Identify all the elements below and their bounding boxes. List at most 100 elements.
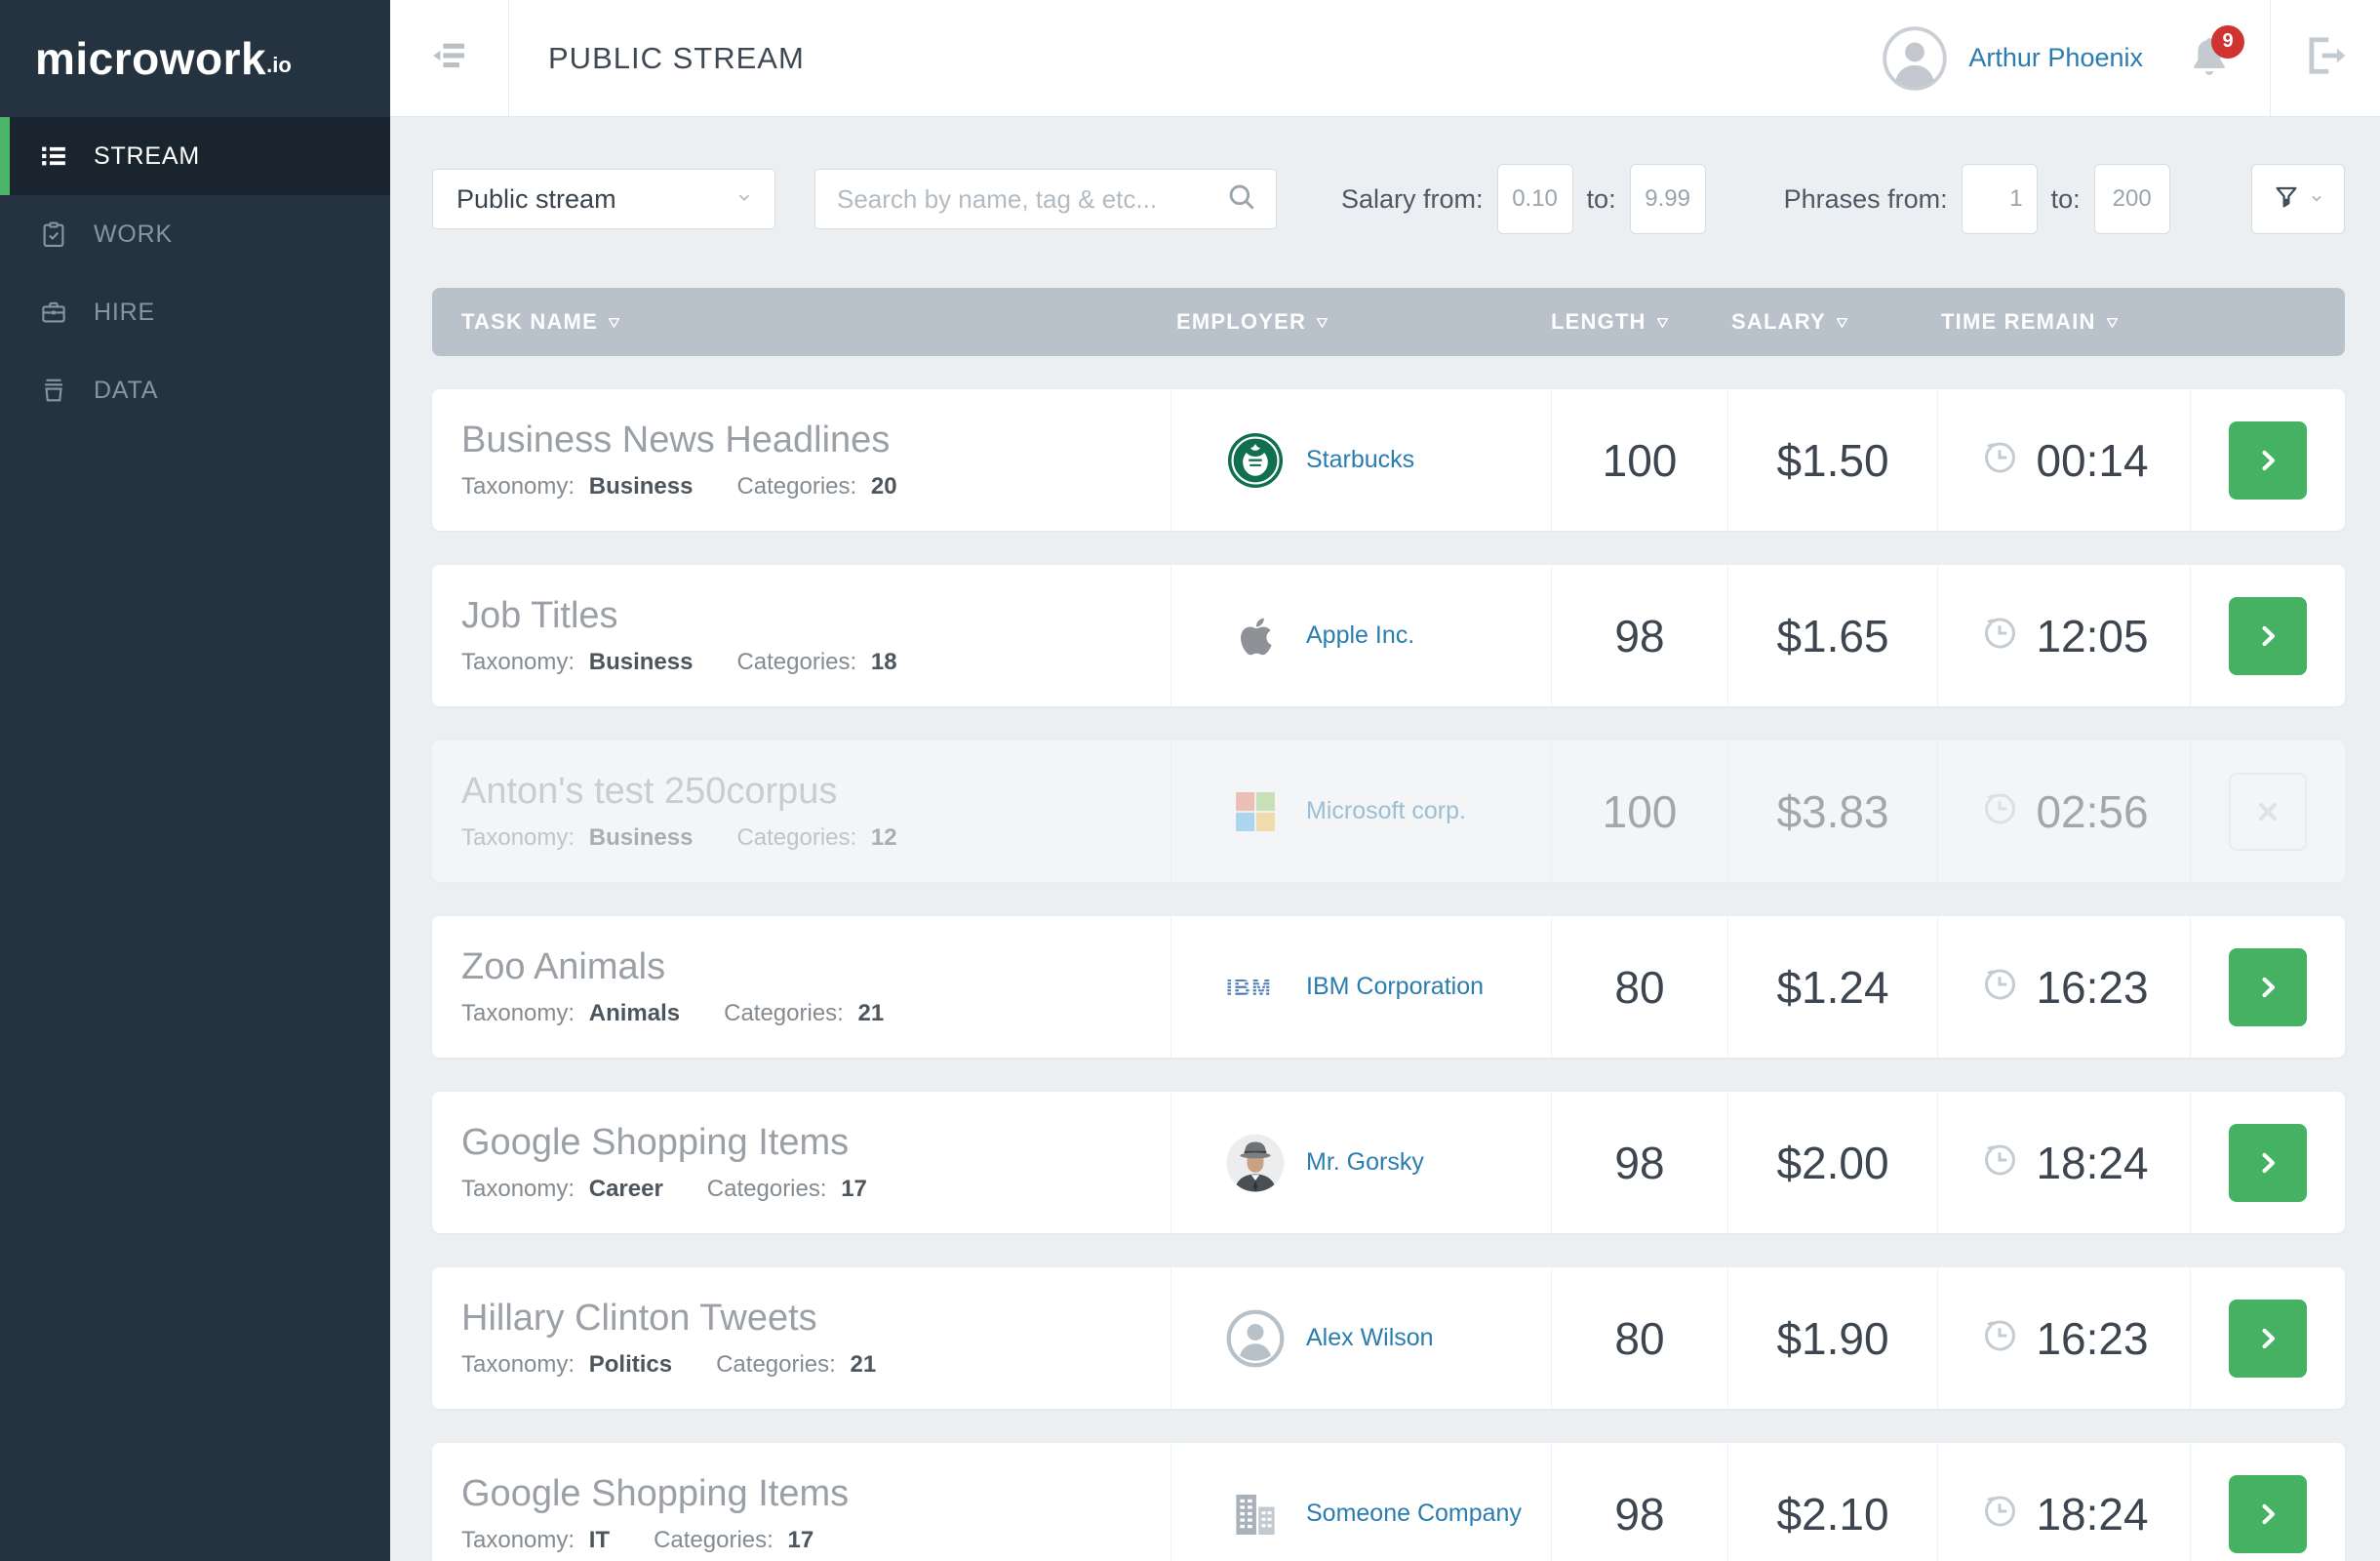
length-value: 80 — [1614, 1312, 1665, 1364]
taxonomy-label: Taxonomy: — [461, 1000, 575, 1027]
employer-name[interactable]: Alex Wilson — [1306, 1324, 1434, 1351]
logout-button[interactable] — [2270, 0, 2380, 116]
table-row[interactable]: Google Shopping Items Taxonomy: IT Categ… — [432, 1443, 2345, 1561]
table-row[interactable]: Zoo Animals Taxonomy: Animals Categories… — [432, 916, 2345, 1058]
sort-down-icon[interactable] — [608, 309, 620, 335]
length-value: 98 — [1614, 1137, 1665, 1188]
length-value: 100 — [1602, 785, 1678, 837]
time-remain-value: 16:23 — [2036, 1312, 2149, 1364]
time-remain-cell: 16:23 — [1937, 1267, 2190, 1409]
task-list: Business News Headlines Taxonomy: Busine… — [432, 389, 2345, 1561]
action-cell — [2190, 916, 2345, 1058]
open-task-button[interactable] — [2229, 596, 2307, 675]
phrases-from-input[interactable] — [1961, 164, 2038, 234]
column-header-salary[interactable]: SALARY — [1727, 309, 1937, 335]
employer-cell: Someone Company — [1170, 1443, 1551, 1561]
sort-down-icon[interactable] — [1656, 309, 1669, 335]
sidebar-item-stream[interactable]: STREAM — [0, 117, 390, 195]
open-task-button[interactable] — [2229, 1299, 2307, 1378]
sidebar: microwork .io STREAM WORK HIRE DATA — [0, 0, 390, 1561]
briefcase-icon — [39, 298, 68, 327]
phrases-filter: Phrases from: to: — [1784, 164, 2170, 234]
clipboard-check-icon — [39, 220, 68, 249]
categories-label: Categories: — [736, 649, 857, 676]
user-avatar[interactable] — [1883, 25, 1948, 91]
notifications-button[interactable]: 9 — [2182, 24, 2244, 86]
employer-name[interactable]: Microsoft corp. — [1306, 797, 1466, 824]
table-row[interactable]: Job Titles Taxonomy: Business Categories… — [432, 565, 2345, 706]
search-icon[interactable] — [1225, 180, 1258, 219]
search-box — [814, 169, 1277, 229]
taxonomy-value: Animals — [588, 1000, 681, 1027]
table-row[interactable]: Anton's test 250corpus Taxonomy: Busines… — [432, 740, 2345, 882]
time-remain-cell: 12:05 — [1937, 565, 2190, 706]
time-remain-value: 16:23 — [2036, 961, 2149, 1013]
open-task-button[interactable] — [2229, 1123, 2307, 1202]
task-cell: Zoo Animals Taxonomy: Animals Categories… — [432, 916, 1170, 1058]
length-cell: 98 — [1551, 565, 1727, 706]
employer-name[interactable]: Starbucks — [1306, 446, 1415, 473]
column-header-time-remain[interactable]: TIME REMAIN — [1937, 309, 2190, 335]
starbucks-logo — [1226, 431, 1285, 490]
sidebar-collapse-button[interactable] — [390, 0, 509, 116]
task-title: Google Shopping Items — [461, 1472, 850, 1514]
open-task-button[interactable] — [2229, 420, 2307, 500]
taxonomy-value: Politics — [588, 1351, 673, 1379]
stream-select[interactable]: Public stream — [432, 169, 775, 229]
table-row[interactable]: Business News Headlines Taxonomy: Busine… — [432, 389, 2345, 531]
table-row[interactable]: Hillary Clinton Tweets Taxonomy: Politic… — [432, 1267, 2345, 1409]
sort-down-icon[interactable] — [2106, 309, 2119, 335]
top-bar: PUBLIC STREAM Arthur Phoenix 9 — [390, 0, 2380, 117]
taxonomy-value: Business — [588, 649, 694, 676]
employer-cell: Apple Inc. — [1170, 565, 1551, 706]
clock-history-icon — [1979, 964, 2020, 1010]
salary-cell: $1.50 — [1727, 389, 1937, 531]
action-cell — [2190, 1267, 2345, 1409]
salary-cell: $2.10 — [1727, 1443, 1937, 1561]
sidebar-item-hire[interactable]: HIRE — [0, 273, 390, 351]
close-task-button[interactable] — [2229, 772, 2307, 851]
sidebar-item-work[interactable]: WORK — [0, 195, 390, 273]
sidebar-item-data[interactable]: DATA — [0, 351, 390, 429]
time-remain-value: 02:56 — [2036, 785, 2149, 837]
sort-down-icon[interactable] — [1836, 309, 1848, 335]
categories-label: Categories: — [716, 1351, 836, 1379]
task-title: Anton's test 250corpus — [461, 770, 838, 812]
column-header-length[interactable]: LENGTH — [1551, 309, 1727, 335]
user-menu[interactable]: Arthur Phoenix — [1883, 25, 2143, 91]
table-row[interactable]: Google Shopping Items Taxonomy: Career C… — [432, 1092, 2345, 1233]
task-cell: Job Titles Taxonomy: Business Categories… — [432, 565, 1170, 706]
clock-history-icon — [1979, 1491, 2020, 1537]
salary-filter: Salary from: to: — [1341, 164, 1706, 234]
person-circle-icon — [1226, 1309, 1285, 1368]
column-header-task-name[interactable]: TASK NAME — [432, 309, 1170, 335]
taxonomy-label: Taxonomy: — [461, 649, 575, 676]
length-cell: 100 — [1551, 740, 1727, 882]
employer-name[interactable]: Someone Company — [1306, 1500, 1522, 1527]
column-header-employer[interactable]: EMPLOYER — [1170, 309, 1551, 335]
sidebar-item-label: DATA — [94, 376, 159, 404]
employer-cell: IBM IBM Corporation — [1170, 916, 1551, 1058]
phrases-to-label: to: — [2050, 183, 2081, 214]
employer-name[interactable]: IBM Corporation — [1306, 973, 1485, 1000]
phrases-to-input[interactable] — [2093, 164, 2170, 234]
categories-label: Categories: — [654, 1527, 774, 1554]
microsoft-logo — [1226, 782, 1285, 841]
table-header: TASK NAME EMPLOYER LENGTH SALARY TIME RE… — [432, 288, 2345, 356]
salary-to-input[interactable] — [1629, 164, 1706, 234]
sidebar-nav: STREAM WORK HIRE DATA — [0, 117, 390, 429]
sort-down-icon[interactable] — [1316, 309, 1329, 335]
task-cell: Business News Headlines Taxonomy: Busine… — [432, 389, 1170, 531]
open-task-button[interactable] — [2229, 947, 2307, 1026]
salary-cell: $3.83 — [1727, 740, 1937, 882]
categories-label: Categories: — [736, 824, 857, 852]
employer-name[interactable]: Mr. Gorsky — [1306, 1148, 1424, 1176]
salary-value: $2.00 — [1776, 1137, 1889, 1188]
open-task-button[interactable] — [2229, 1474, 2307, 1553]
bell-icon — [2182, 37, 2237, 90]
salary-from-input[interactable] — [1496, 164, 1573, 234]
filter-button[interactable] — [2251, 164, 2345, 234]
search-input[interactable] — [837, 183, 1225, 215]
user-name[interactable]: Arthur Phoenix — [1968, 43, 2143, 72]
employer-name[interactable]: Apple Inc. — [1306, 621, 1415, 649]
